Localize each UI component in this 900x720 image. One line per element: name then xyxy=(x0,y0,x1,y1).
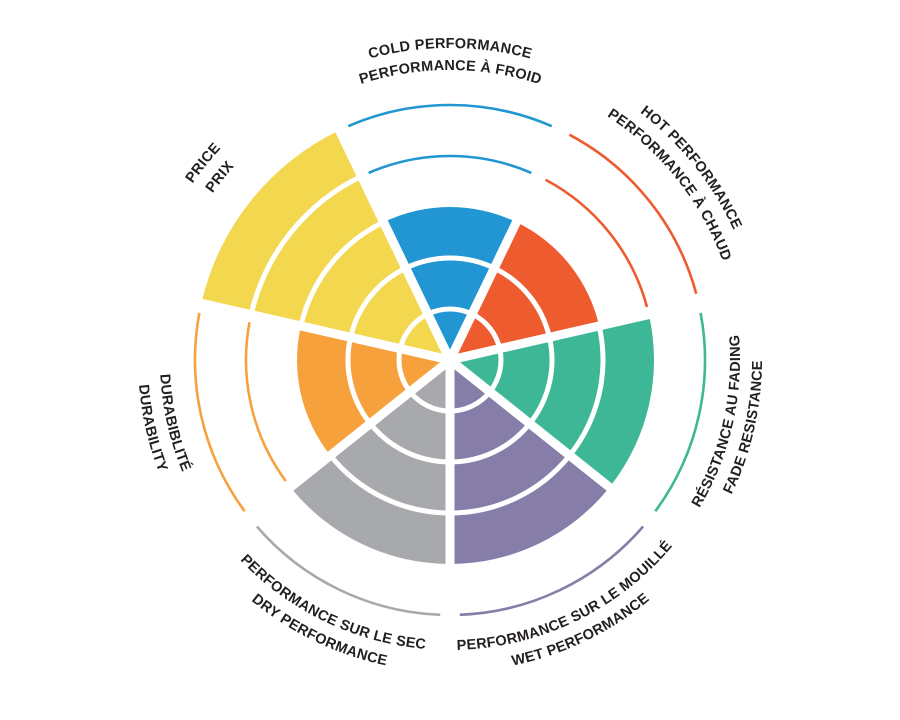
segment-cold-performance-fill xyxy=(383,207,517,360)
segment-separator xyxy=(445,112,573,362)
segment-dry-performance-ring-line xyxy=(368,422,451,465)
segment-wet-performance-ring-line xyxy=(449,422,532,465)
segment-durability-fill xyxy=(297,325,450,456)
segment-price-ring-line xyxy=(348,265,407,338)
segment-durability-ring-line xyxy=(345,336,373,426)
label-cold-performance-line2: PERFORMANCE À FROID xyxy=(357,58,543,88)
segment-price-ring-line xyxy=(298,219,385,327)
wheel-segments xyxy=(183,103,717,632)
segment-fade-resistance-level-arc xyxy=(654,312,707,512)
segment-hot-performance-level-arc xyxy=(544,178,649,308)
label-hot-performance-line1-text: HOT PERFORMANCE xyxy=(637,103,744,232)
segment-wet-performance-level-arc xyxy=(459,525,645,617)
segment-dry-performance-ring-line xyxy=(328,453,451,516)
segment-wet-performance-fill xyxy=(450,360,610,564)
segment-hot-performance-level-arc xyxy=(568,133,698,295)
segment-separator xyxy=(447,356,666,534)
segment-separator xyxy=(327,112,455,362)
segment-cold-performance-ring-line xyxy=(404,255,496,271)
segment-dry-performance-level-arc xyxy=(255,525,441,617)
segment-cold-performance-level-arc xyxy=(368,154,532,175)
segment-separator xyxy=(183,295,452,365)
segment-dry-performance-fill xyxy=(290,360,450,564)
segment-fade-resistance-ring-line xyxy=(567,325,606,457)
segment-separator xyxy=(234,356,453,534)
segment-hot-performance-ring-line xyxy=(493,265,552,338)
segment-durability-level-arc xyxy=(193,312,246,512)
segment-price-fill xyxy=(201,130,450,360)
label-cold-performance-line2-text: PERFORMANCE À FROID xyxy=(357,58,543,88)
segment-price-ring-line xyxy=(248,173,363,316)
segment-separator xyxy=(448,295,717,365)
segment-cold-performance-level-arc xyxy=(347,103,553,128)
segment-fade-resistance-ring-line xyxy=(527,336,555,426)
label-hot-performance-line1: HOT PERFORMANCE xyxy=(637,103,744,232)
segment-durability-level-arc xyxy=(244,322,287,482)
segment-wet-performance-ring-line xyxy=(449,453,572,516)
